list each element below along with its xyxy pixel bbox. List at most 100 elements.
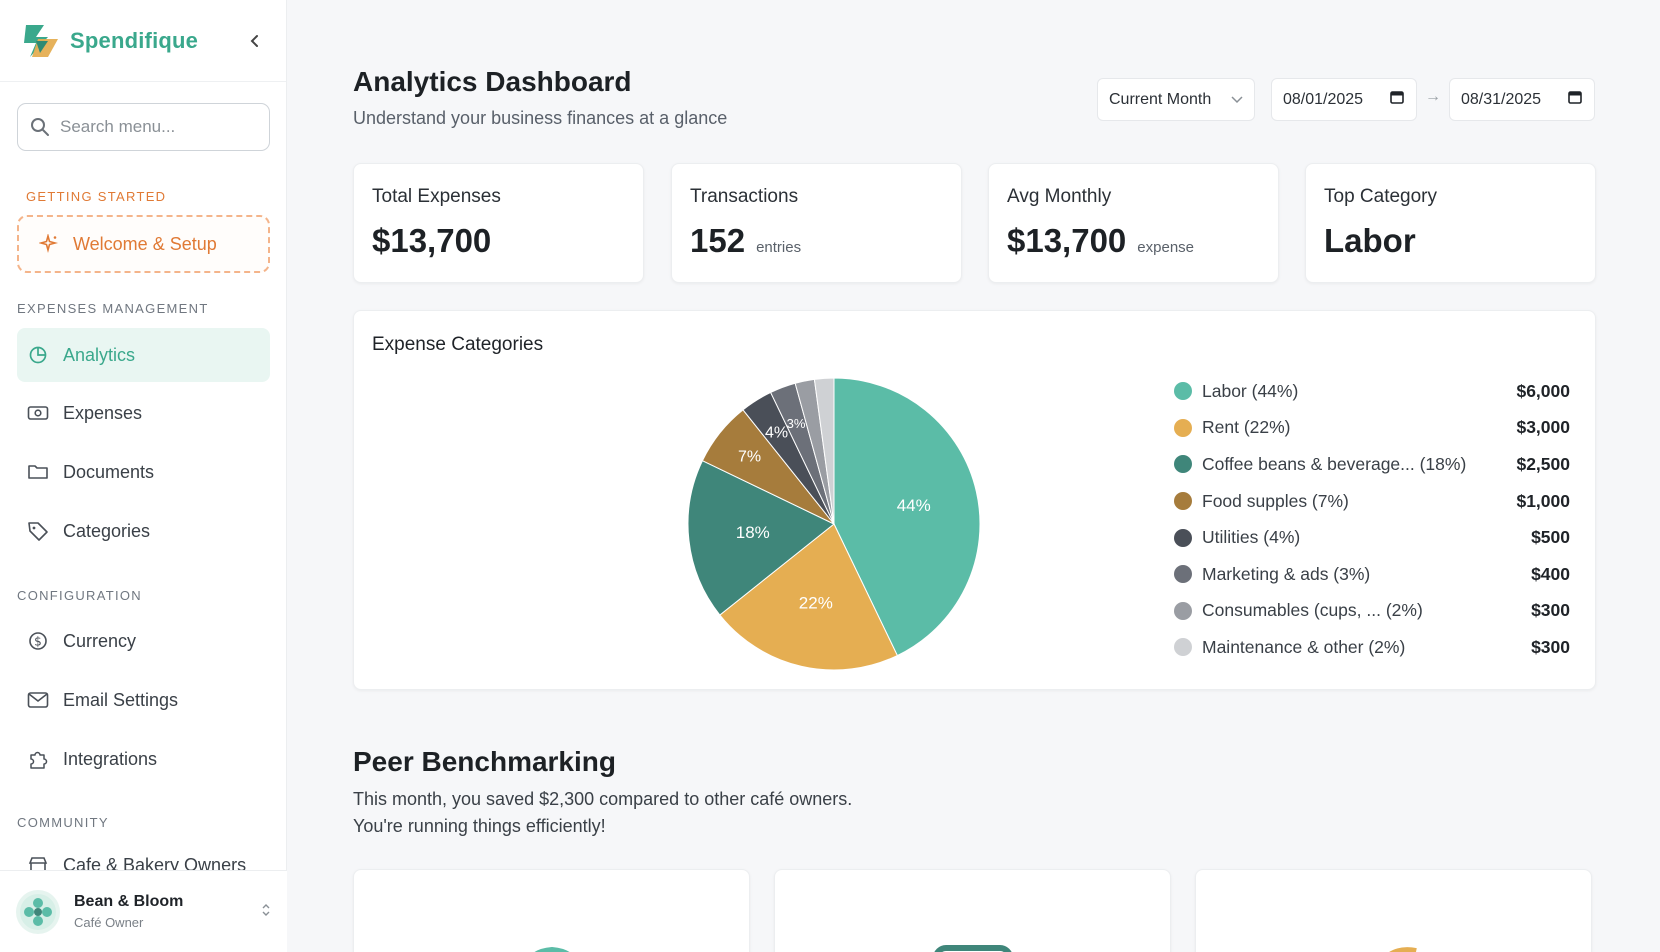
peer-message-line-1: This month, you saved $2,300 compared to… <box>353 789 853 809</box>
chart-illustration-icon <box>534 946 569 952</box>
legend-item[interactable]: Utilities (4%) $500 <box>1174 519 1570 556</box>
legend-item[interactable]: Food supples (7%) $1,000 <box>1174 483 1570 520</box>
date-to-value: 08/31/2025 <box>1461 90 1542 108</box>
search-icon <box>31 118 49 136</box>
sidebar-item-label: Analytics <box>63 344 136 365</box>
legend-label: Utilities (4%) <box>1202 527 1301 548</box>
pie-slice-label: 22% <box>799 594 833 613</box>
stat-value: $13,700 <box>1007 222 1127 259</box>
pie-slice-label: 4% <box>765 425 788 442</box>
page-subtitle: Understand your business finances at a g… <box>353 108 728 128</box>
calendar-icon[interactable] <box>1567 89 1583 110</box>
legend-item[interactable]: Consumables (cups, ... (2%) $300 <box>1174 593 1570 630</box>
legend-item[interactable]: Maintenance & other (2%) $300 <box>1174 629 1570 666</box>
stat-value: $13,700 <box>372 222 492 259</box>
pie-slice[interactable] <box>687 459 835 616</box>
legend-swatch <box>1174 418 1192 437</box>
legend-label: Rent (22%) <box>1202 417 1291 438</box>
section-configuration: CONFIGURATION <box>17 588 142 603</box>
section-getting-started: GETTING STARTED <box>26 189 167 204</box>
flower-avatar-icon <box>20 893 56 930</box>
section-community: COMMUNITY <box>17 815 109 830</box>
legend-swatch <box>1174 492 1192 511</box>
sidebar-item-email-settings[interactable]: Email Settings <box>17 673 270 727</box>
svg-text:$: $ <box>34 635 42 649</box>
sidebar-item-integrations[interactable]: Integrations <box>17 732 270 786</box>
legend-item[interactable]: Labor (44%) $6,000 <box>1174 373 1570 410</box>
legend-label: Consumables (cups, ... (2%) <box>1202 600 1423 621</box>
stat-value: 152 <box>690 222 746 259</box>
peer-card <box>1195 869 1592 952</box>
legend-label: Maintenance & other (2%) <box>1202 636 1406 657</box>
pie-slice[interactable] <box>833 377 981 657</box>
folder-icon <box>27 461 49 483</box>
sidebar-item-currency[interactable]: $ Currency <box>17 614 270 668</box>
legend-item[interactable]: Coffee beans & beverage... (18%) $2,500 <box>1174 446 1570 483</box>
sidebar-item-label: Expenses <box>63 402 143 423</box>
pie-slice[interactable] <box>719 523 899 671</box>
wallet-illustration-icon <box>933 945 1012 952</box>
legend-value: $6,000 <box>1516 380 1570 401</box>
sidebar-item-documents[interactable]: Documents <box>17 445 270 499</box>
logo-icon[interactable] <box>18 19 62 63</box>
stat-value: Labor <box>1324 222 1416 259</box>
chevron-left-icon <box>250 34 258 47</box>
page-title: Analytics Dashboard <box>353 66 632 97</box>
sidebar-item-expenses[interactable]: Expenses <box>17 386 270 440</box>
date-from-input[interactable]: 08/01/2025 <box>1271 78 1417 121</box>
store-icon <box>27 854 49 870</box>
pie-slice-label: 7% <box>738 449 761 466</box>
legend-value: $1,000 <box>1516 490 1570 511</box>
legend-swatch <box>1174 565 1192 584</box>
stat-label: Top Category <box>1324 186 1438 207</box>
stat-card-total-expenses: Total Expenses $13,700 <box>353 163 644 283</box>
legend-item[interactable]: Marketing & ads (3%) $400 <box>1174 556 1570 593</box>
chevron-down-icon <box>1231 91 1243 109</box>
legend-label: Marketing & ads (3%) <box>1202 563 1371 584</box>
stat-unit: expense <box>1137 239 1195 256</box>
sidebar: Spendifique Search menu... GETTING START… <box>0 0 287 952</box>
chevron-up-down-icon <box>261 903 271 920</box>
sidebar-item-analytics[interactable]: Analytics <box>17 328 270 382</box>
welcome-setup-button[interactable]: Welcome & Setup <box>17 215 270 273</box>
sidebar-item-label: Email Settings <box>63 689 179 710</box>
chart-legend: Labor (44%) $6,000 Rent (22%) $3,000 Coffee … <box>1174 373 1570 666</box>
pie-slice[interactable] <box>813 377 835 525</box>
peer-benchmarking-title: Peer Benchmarking <box>353 746 616 777</box>
legend-value: $3,000 <box>1516 417 1570 438</box>
avatar <box>16 889 60 934</box>
puzzle-icon <box>27 748 49 770</box>
stat-label: Avg Monthly <box>1007 186 1112 207</box>
legend-label: Coffee beans & beverage... (18%) <box>1202 453 1467 474</box>
user-menu[interactable]: Bean & Bloom Café Owner <box>0 870 287 952</box>
user-name: Bean & Bloom <box>74 893 184 910</box>
search-input[interactable]: Search menu... <box>17 103 270 151</box>
legend-value: $300 <box>1531 600 1570 621</box>
user-role: Café Owner <box>74 915 144 930</box>
date-to-input[interactable]: 08/31/2025 <box>1449 78 1595 121</box>
coins-illustration-icon <box>1388 947 1417 952</box>
welcome-setup-label: Welcome & Setup <box>73 233 217 254</box>
stat-unit: entries <box>756 239 802 256</box>
legend-label: Labor (44%) <box>1202 380 1299 401</box>
legend-value: $300 <box>1531 636 1570 657</box>
stat-label: Transactions <box>690 186 799 207</box>
search-placeholder: Search menu... <box>60 117 176 136</box>
legend-swatch <box>1174 638 1192 657</box>
dollar-circle-icon: $ <box>27 630 49 652</box>
sidebar-item-label: Documents <box>63 461 155 482</box>
sidebar-item-label: Currency <box>63 630 137 651</box>
arrow-right-icon: → <box>1425 88 1441 105</box>
legend-swatch <box>1174 382 1192 401</box>
sidebar-item-cafe-bakery-owners[interactable]: Cafe & Bakery Owners <box>17 840 270 870</box>
calendar-icon[interactable] <box>1389 89 1405 110</box>
date-range-value: Current Month <box>1109 90 1212 108</box>
collapse-sidebar-button[interactable] <box>242 28 268 54</box>
tag-icon <box>27 520 49 542</box>
sidebar-item-categories[interactable]: Categories <box>17 504 270 558</box>
legend-label: Food supples (7%) <box>1202 490 1349 511</box>
date-range-select[interactable]: Current Month <box>1097 78 1255 121</box>
legend-item[interactable]: Rent (22%) $3,000 <box>1174 410 1570 447</box>
legend-swatch <box>1174 455 1192 474</box>
legend-swatch <box>1174 528 1192 547</box>
